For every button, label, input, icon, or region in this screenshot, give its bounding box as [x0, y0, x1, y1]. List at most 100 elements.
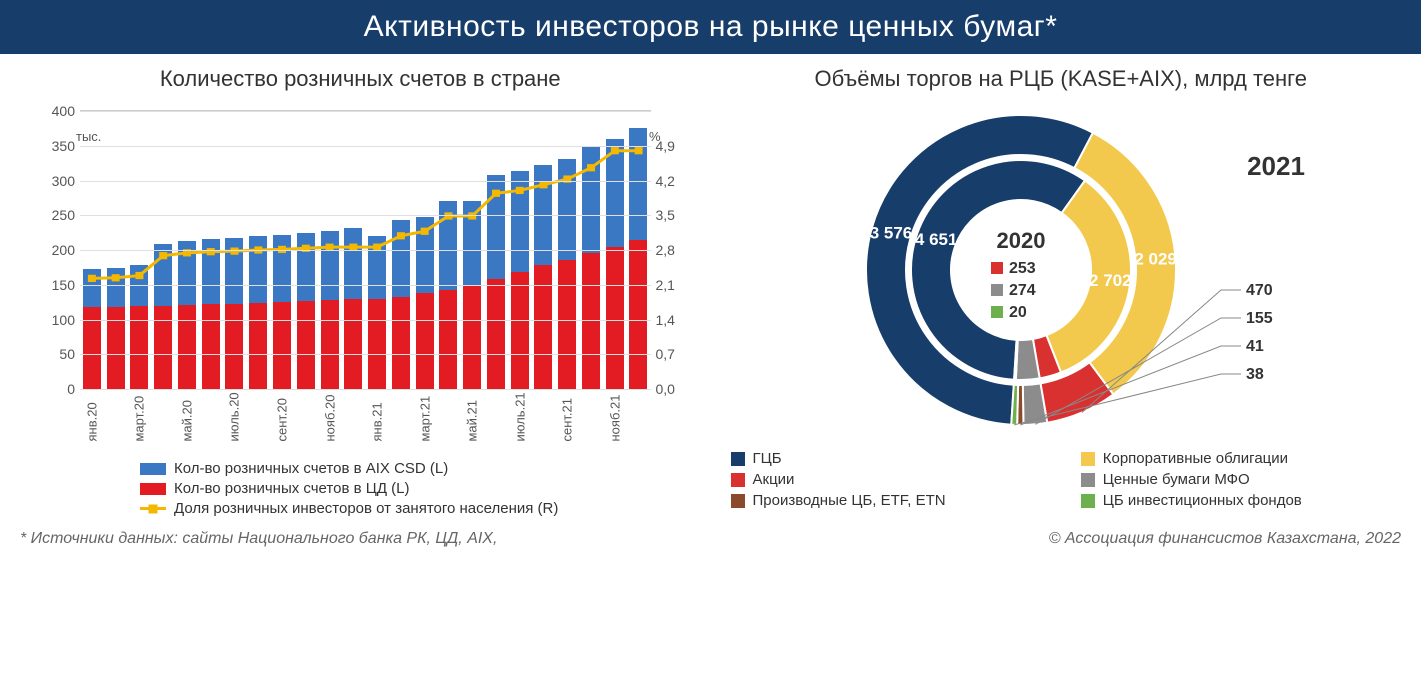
gridline [80, 389, 651, 390]
bar-red [368, 299, 386, 389]
legend-item-red: Кол-во розничных счетов в ЦД (L) [140, 480, 558, 497]
donut-legend-item: Производные ЦБ, ETF, ETN [731, 492, 1041, 509]
x-label [441, 424, 456, 442]
y-right-tick: 2,1 [656, 277, 691, 293]
bar-blue [511, 171, 529, 272]
footer-source: * Источники данных: сайты Национального … [20, 530, 497, 548]
bar-blue [439, 201, 457, 290]
x-label [203, 424, 218, 442]
gridline [80, 285, 651, 286]
slice-value: 2 029 [1134, 250, 1177, 269]
bar-blue [273, 235, 291, 302]
legend-label: Производные ЦБ, ETF, ETN [753, 492, 946, 509]
x-label [488, 424, 503, 442]
bar-chart-title: Количество розничных счетов в стране [20, 66, 701, 92]
bar-red [582, 253, 600, 389]
gridline [80, 181, 651, 182]
inner-key-swatch [991, 284, 1003, 296]
bar-legend: Кол-во розничных счетов в AIX CSD (L) Ко… [140, 460, 558, 520]
donut-label: 155 [1246, 310, 1273, 327]
bar-blue [249, 236, 267, 303]
donut-legend-item: Корпоративные облигации [1081, 450, 1391, 467]
bar-red [344, 299, 362, 389]
x-label: июль.21 [512, 424, 527, 442]
donut-legend: ГЦБКорпоративные облигацииАкцииЦенные бу… [721, 450, 1402, 509]
legend-item-line: Доля розничных инвесторов от занятого на… [140, 500, 558, 517]
bar-blue [225, 238, 243, 304]
gridline [80, 250, 651, 251]
slice-value: 4 651 [915, 230, 958, 249]
swatch-line [140, 507, 166, 510]
y-right-tick: 1,4 [656, 312, 691, 328]
slice-value: 2 702 [1089, 271, 1132, 290]
plot-area: тыс. % 00,0500,71001,41502,12002,82503,5… [80, 110, 651, 390]
donut-label: 253 [1009, 260, 1036, 277]
bar-blue [83, 269, 101, 307]
donut-panel: Объёмы торгов на РЦБ (KASE+AIX), млрд те… [721, 66, 1402, 520]
legend-label: Корпоративные облигации [1103, 450, 1288, 467]
bar-red [321, 300, 339, 389]
footer-copyright: © Ассоциация финансистов Казахстана, 202… [1049, 530, 1401, 548]
x-label [251, 424, 266, 442]
legend-label-red: Кол-во розничных счетов в ЦД (L) [174, 480, 409, 497]
bar-red [606, 247, 624, 389]
legend-swatch [731, 494, 745, 508]
donut-legend-item: Ценные бумаги МФО [1081, 471, 1391, 488]
legend-label: ГЦБ [753, 450, 782, 467]
bar-chart-panel: Количество розничных счетов в стране тыс… [20, 66, 701, 520]
bar-blue [297, 233, 315, 302]
bar-red [511, 272, 529, 389]
bar-blue [582, 146, 600, 254]
y-left-tick: 150 [40, 277, 75, 293]
legend-label-blue: Кол-во розничных счетов в AIX CSD (L) [174, 460, 448, 477]
bar-blue [154, 244, 172, 305]
legend-label: ЦБ инвестиционных фондов [1103, 492, 1302, 509]
bar-blue [606, 139, 624, 247]
bar-blue [558, 159, 576, 260]
gridline [80, 215, 651, 216]
donut-legend-item: ЦБ инвестиционных фондов [1081, 492, 1391, 509]
y-right-tick: 2,8 [656, 242, 691, 258]
donut-label: 2021 [1247, 151, 1305, 181]
donut-label: 41 [1246, 338, 1264, 355]
donut-legend-item: ГЦБ [731, 450, 1041, 467]
x-axis-labels: янв.20март.20май.20июль.20сент.20нояб.20… [80, 405, 651, 420]
bar-blue [416, 217, 434, 293]
x-label: март.21 [417, 424, 432, 442]
bar-red [558, 260, 576, 389]
x-label [346, 424, 361, 442]
x-label [536, 424, 551, 442]
donut-label: 274 [1009, 282, 1036, 299]
bar-red [416, 293, 434, 389]
legend-item-blue: Кол-во розничных счетов в AIX CSD (L) [140, 460, 558, 477]
bar-red [225, 304, 243, 389]
bar-blue [344, 228, 362, 299]
y-right-tick: 3,5 [656, 207, 691, 223]
legend-label-line: Доля розничных инвесторов от занятого на… [174, 500, 558, 517]
swatch-blue [140, 463, 166, 475]
legend-swatch [1081, 473, 1095, 487]
y-right-tick: 0,0 [656, 381, 691, 397]
x-label: май.21 [465, 424, 480, 442]
main-panels: Количество розничных счетов в стране тыс… [0, 54, 1421, 526]
x-label: янв.21 [370, 424, 385, 442]
donut-label: 20 [1009, 304, 1027, 321]
bar-blue [368, 236, 386, 299]
bar-chart: тыс. % 00,0500,71001,41502,12002,82503,5… [20, 100, 701, 520]
bar-blue [463, 201, 481, 286]
y-left-tick: 350 [40, 138, 75, 154]
slice-value: 3 576 [869, 224, 912, 243]
x-label: сент.20 [275, 424, 290, 442]
y-left-tick: 200 [40, 242, 75, 258]
inner-key-swatch [991, 262, 1003, 274]
bar-red [392, 297, 410, 389]
y-right-tick: 4,9 [656, 138, 691, 154]
gridline [80, 320, 651, 321]
bar-red [202, 304, 220, 389]
gridline [80, 146, 651, 147]
bar-red [297, 301, 315, 389]
bar-red [154, 306, 172, 389]
y-right-tick: 0,7 [656, 346, 691, 362]
y-left-tick: 400 [40, 103, 75, 119]
y-left-tick: 100 [40, 312, 75, 328]
